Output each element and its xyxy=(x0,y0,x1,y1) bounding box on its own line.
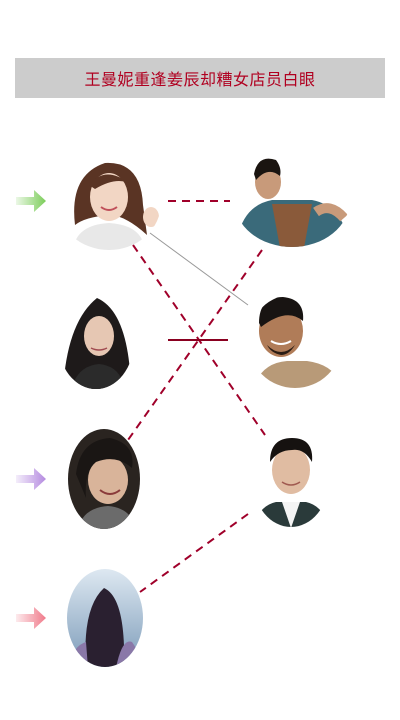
title-bar: 王曼妮重逢姜辰却糟女店员白眼 xyxy=(15,58,385,98)
page-title: 王曼妮重逢姜辰却糟女店员白眼 xyxy=(84,70,316,89)
dashed-link-man3-woman4 xyxy=(139,513,249,593)
dashed-link-man1-woman3 xyxy=(127,249,263,441)
man-suit-portrait xyxy=(253,433,329,527)
thin-link-woman1-man2 xyxy=(149,232,249,306)
woman-dark-hair-portrait xyxy=(58,293,134,389)
woman-laughing-portrait xyxy=(68,429,140,529)
woman-back-view-portrait xyxy=(67,569,143,667)
green-arrow-icon xyxy=(16,190,46,212)
woman-smiling-portrait xyxy=(57,156,161,250)
pink-arrow-icon xyxy=(16,607,46,629)
purple-arrow-icon xyxy=(16,468,46,490)
man-apron-portrait xyxy=(234,153,350,247)
man-beard-smiling-portrait xyxy=(248,294,342,388)
